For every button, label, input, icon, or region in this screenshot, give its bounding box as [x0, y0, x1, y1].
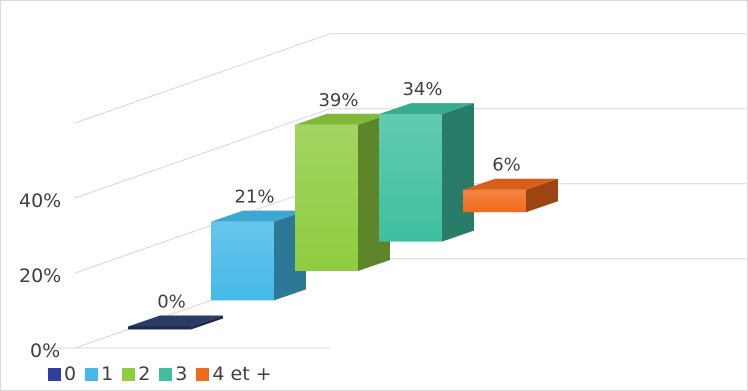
data-label: 6% — [492, 155, 521, 176]
bar-top — [295, 113, 390, 125]
data-label: 21% — [234, 187, 274, 208]
legend-label: 0 — [64, 363, 77, 385]
bar-side — [526, 178, 558, 213]
legend-swatch — [48, 367, 61, 381]
legend-label: 2 — [138, 363, 151, 385]
legend-swatch — [122, 367, 136, 381]
legend-item: 3 — [159, 363, 187, 385]
bars — [128, 103, 558, 330]
y-axis: 0% 20% 40% — [19, 190, 61, 362]
legend-item: 1 — [85, 363, 113, 385]
legend-label: 4 et + — [212, 363, 272, 385]
bar-side — [442, 103, 474, 242]
legend-swatch — [85, 367, 99, 381]
bar-top — [379, 103, 474, 115]
legend-item: 2 — [122, 363, 150, 385]
y-tick-label: 20% — [19, 265, 61, 287]
legend-label: 3 — [175, 363, 188, 385]
bar-1 — [211, 210, 306, 301]
bar-side — [191, 315, 223, 330]
legend-item: 4 et + — [196, 363, 272, 385]
bar-front — [211, 221, 274, 301]
bar-2 — [295, 113, 390, 271]
bar-front — [463, 189, 526, 213]
legend-label: 1 — [101, 363, 114, 385]
bar-top — [128, 315, 223, 327]
bar-top — [211, 210, 306, 222]
data-label: 39% — [318, 90, 358, 111]
bar-front — [128, 326, 191, 330]
bar-front — [379, 114, 442, 242]
data-label: 0% — [157, 291, 186, 312]
y-tick-label: 0% — [30, 340, 60, 362]
bar-top — [463, 178, 558, 190]
bar-4-et-+ — [463, 178, 558, 213]
bar-0 — [128, 315, 223, 330]
gridline — [74, 108, 746, 199]
legend-item: 0 — [48, 363, 76, 385]
bar-3 — [379, 103, 474, 242]
data-label: 34% — [402, 79, 442, 100]
legend-swatch — [159, 367, 173, 381]
data-labels: 0% 21% 39% 34% 6% — [157, 79, 521, 312]
legend: 0 1 2 3 4 et + — [48, 363, 281, 385]
gridline — [74, 33, 746, 124]
bar-front — [295, 124, 358, 271]
y-tick-label: 40% — [19, 190, 61, 212]
legend-swatch — [196, 367, 210, 381]
